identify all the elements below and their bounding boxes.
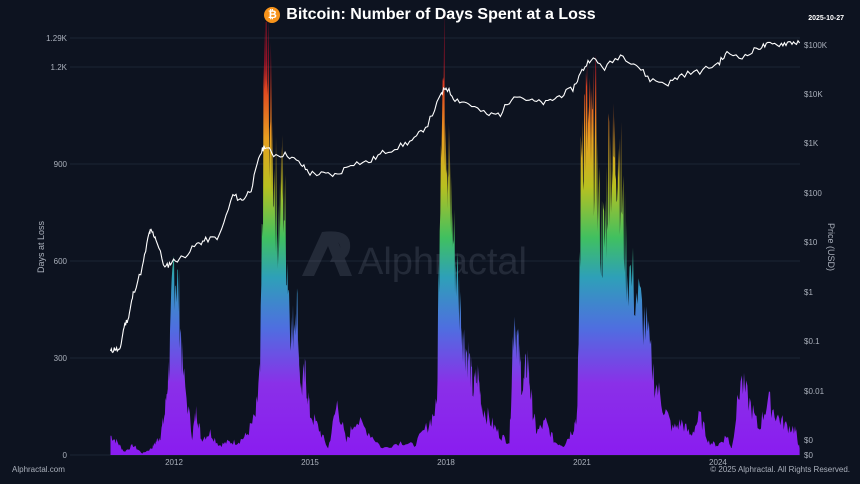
y2-tick-label: $0 — [804, 451, 813, 460]
y-tick-label: 900 — [54, 160, 68, 169]
chart-header: ₿ Bitcoin: Number of Days Spent at a Los… — [0, 6, 860, 24]
bitcoin-icon: ₿ — [264, 7, 281, 23]
y2-tick-label: $0.1 — [804, 337, 820, 346]
days-at-loss-area — [110, 8, 800, 455]
footer-copyright: © 2025 Alphractal. All Rights Reserved. — [710, 465, 850, 474]
left-y-axis: 0 300 600 900 1.2K 1.29K — [46, 34, 68, 460]
right-y-axis: $100K $10K $1K $100 $10 $1 $0.1 $0.01 $0 $0 — [804, 41, 828, 460]
alphractal-watermark: Alphractal — [302, 231, 527, 283]
y2-tick-label: $10K — [804, 90, 823, 99]
btc-price-line — [109, 39, 801, 354]
x-tick-label: 2015 — [301, 458, 319, 467]
left-y-axis-title: Days at Loss — [36, 220, 46, 273]
x-tick-label: 2012 — [165, 458, 183, 467]
y-tick-label: 1.29K — [46, 34, 68, 43]
y2-tick-label: $1 — [804, 288, 813, 297]
y-tick-label: 300 — [54, 354, 68, 363]
x-tick-label: 2018 — [437, 458, 455, 467]
chart-date: 2025-10-27 — [808, 15, 844, 22]
right-y-axis-title: Price (USD) — [826, 223, 836, 271]
y2-tick-label: $100K — [804, 41, 828, 50]
y-tick-label: 0 — [63, 451, 68, 460]
y2-tick-label: $100 — [804, 189, 822, 198]
y2-tick-label: $10 — [804, 238, 818, 247]
x-axis: 2012 2015 2018 2021 2024 — [165, 458, 727, 467]
y2-tick-label: $1K — [804, 139, 819, 148]
y-tick-label: 1.2K — [51, 63, 68, 72]
footer-source: Alphractal.com — [12, 465, 65, 474]
y-tick-label: 600 — [54, 257, 68, 266]
x-tick-label: 2021 — [573, 458, 591, 467]
y2-tick-label: $0.01 — [804, 387, 825, 396]
y2-tick-label: $0 — [804, 436, 813, 445]
chart-title: Bitcoin: Number of Days Spent at a Loss — [286, 6, 596, 23]
x-tick-label: 2024 — [709, 458, 727, 467]
